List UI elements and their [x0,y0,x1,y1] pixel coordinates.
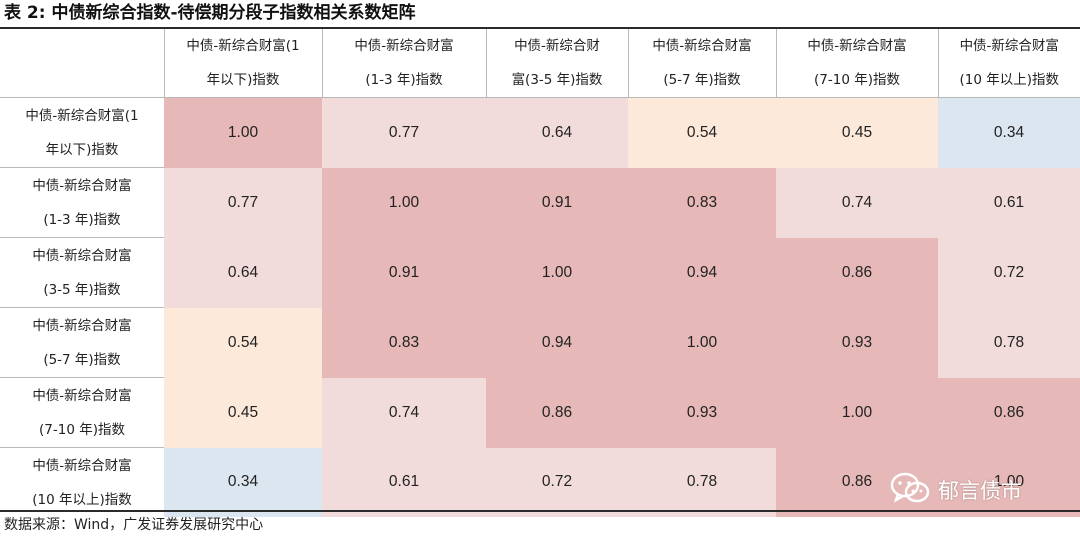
bottom-rule [0,510,1080,512]
table-row: 中债-新综合财富 (3-5 年)指数 0.64 0.91 1.00 0.94 0.… [0,237,1080,308]
matrix-cell: 0.83 [322,307,486,378]
matrix-cell: 0.45 [164,377,322,448]
matrix-cell: 0.91 [322,237,486,308]
matrix-cell: 0.74 [322,377,486,448]
matrix-cell: 0.94 [628,237,776,308]
watermark: 郁言债市 [890,470,1022,510]
matrix-cell: 0.54 [164,307,322,378]
source-note: 数据来源：Wind，广发证券发展研究中心 [4,517,264,533]
row-header: 中债-新综合财富 (1-3 年)指数 [0,167,164,238]
row-header: 中债-新综合财富 (10 年以上)指数 [32,457,132,508]
matrix-cell: 0.64 [486,97,628,168]
table-row: 中债-新综合财富 (10 年以上)指数 0.34 0.61 0.72 0.78 0… [0,447,1080,517]
row-header: 中债-新综合财富 (5-7 年)指数 [0,307,164,378]
matrix-cell: 0.74 [776,167,938,238]
matrix-cell: 0.34 [164,447,322,517]
matrix-cell: 0.54 [628,97,776,168]
matrix-cell: 0.93 [776,307,938,378]
matrix-cell: 1.00 [776,377,938,448]
matrix-cell: 0.86 [486,377,628,448]
matrix-cell: 0.94 [486,307,628,378]
matrix-cell: 0.78 [938,307,1080,378]
row-header: 中债-新综合财富 (7-10 年)指数 [0,377,164,448]
column-header: 中债-新综合财富 (7-10 年)指数 [775,29,938,98]
table-row: 中债-新综合财富 (1-3 年)指数 0.77 1.00 0.91 0.83 0.… [0,167,1080,238]
column-header: 中债-新综合财富(1 年以下)指数 [163,29,322,98]
table-row: 中债-新综合财富(1 年以下)指数 1.00 0.77 0.64 0.54 0.4… [0,97,1080,168]
watermark-text: 郁言债市 [938,479,1022,503]
matrix-cell: 0.77 [164,167,322,238]
matrix-cell: 0.72 [486,447,628,517]
matrix-cell: 0.61 [322,447,486,517]
matrix-cell: 0.45 [776,97,938,168]
matrix-cell: 0.86 [776,237,938,308]
matrix-cell: 1.00 [486,237,628,308]
matrix-cell: 1.00 [164,97,322,168]
correlation-matrix: 中债-新综合财富(1 年以下)指数 中债-新综合财富 (1-3 年)指数 中债-新综… [0,29,1080,517]
matrix-cell: 0.86 [938,377,1080,448]
matrix-cell: 1.00 [938,447,1080,517]
column-header: 中债-新综合财富 (10 年以上)指数 [937,29,1080,98]
matrix-cell: 1.00 [322,167,486,238]
column-header: 中债-新综合财富 (1-3 年)指数 [321,29,486,98]
matrix-cell: 0.93 [628,377,776,448]
table-title: 表 2: 中债新综合指数-待偿期分段子指数相关系数矩阵 [4,3,416,23]
column-header: 中债-新综合财富 (5-7 年)指数 [627,29,776,98]
header-row: 中债-新综合财富(1 年以下)指数 中债-新综合财富 (1-3 年)指数 中债-新综… [0,29,1080,98]
matrix-cell: 1.00 [628,307,776,378]
wechat-icon [890,471,930,509]
matrix-cell: 0.91 [486,167,628,238]
matrix-cell: 0.72 [938,237,1080,308]
matrix-cell: 0.77 [322,97,486,168]
column-header: 中债-新综合财 富(3-5 年)指数 [485,29,628,98]
matrix-cell: 0.86 [776,447,938,517]
row-header: 中债-新综合财富 (3-5 年)指数 [0,237,164,308]
matrix-cell: 0.61 [938,167,1080,238]
row-header: 中债-新综合财富(1 年以下)指数 [0,97,164,168]
table-row: 中债-新综合财富 (5-7 年)指数 0.54 0.83 0.94 1.00 0.… [0,307,1080,378]
matrix-cell: 0.34 [938,97,1080,168]
matrix-cell: 0.64 [164,237,322,308]
matrix-cell: 0.83 [628,167,776,238]
matrix-cell: 0.78 [628,447,776,517]
top-rule [0,27,1080,29]
table-row: 中债-新综合财富 (7-10 年)指数 0.45 0.74 0.86 0.93 1… [0,377,1080,448]
corner-cell [0,29,164,98]
